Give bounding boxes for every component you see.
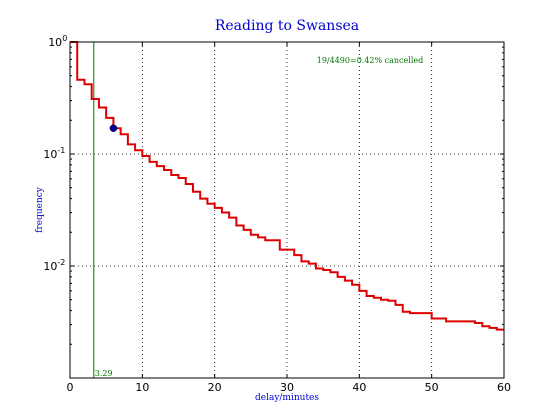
data-point [445,320,447,323]
data-point [127,143,129,145]
data-point [344,280,346,282]
x-tick-label: 10 [135,381,149,394]
data-point [156,165,158,167]
chart-title: Reading to Swansea [215,18,359,34]
data-point [496,329,498,331]
data-point [163,169,165,171]
data-point [431,317,433,320]
data-point [474,322,476,324]
data-point [206,203,209,205]
data-point [380,299,382,301]
series-line [70,41,504,331]
data-point [235,224,237,227]
data-point [438,317,440,320]
data-point [351,284,353,286]
data-point [329,271,331,273]
y-tick-label-exponent: -2 [57,258,65,267]
data-point [264,239,266,241]
threshold-label: 3.29 [95,369,113,378]
data-point [358,290,360,292]
data-point [387,300,389,302]
highlight-marker [109,124,118,132]
data-point [365,295,368,297]
data-point [98,106,100,109]
x-tick-label: 20 [208,381,222,394]
data-point [185,183,187,185]
data-point [337,276,339,278]
data-point [409,312,411,314]
data-point [250,234,252,236]
data-point [423,312,426,314]
x-tick-label: 30 [280,381,294,394]
data-point [120,133,122,135]
data-point [134,149,136,151]
x-tick-label: 0 [67,381,74,394]
data-point [394,304,397,306]
y-tick-label-base: 10 [48,36,62,49]
data-point [467,320,469,323]
data-point [243,229,245,231]
series-group [69,41,504,331]
data-point [416,312,418,314]
data-point [192,191,194,193]
data-point [177,177,180,179]
data-point [141,155,143,157]
x-axis-label: delay/minutes [255,393,319,403]
data-point [257,236,259,239]
data-point [221,211,223,214]
data-point [315,267,317,270]
x-tick-label: 60 [497,381,511,394]
data-point [452,320,454,323]
y-tick-label-exponent: 0 [62,34,67,43]
data-point [271,239,274,241]
y-tick-label-base: 10 [43,148,57,161]
x-tick-label: 50 [425,381,439,394]
data-point [91,98,93,100]
data-point [488,327,491,329]
data-point [105,117,107,119]
data-point [373,297,375,299]
data-point [214,207,216,209]
y-tick-label-exponent: -1 [57,146,65,155]
cancelled-annotation: 19/4490=0.42% cancelled [317,56,423,65]
data-point [83,83,86,85]
data-point [199,197,201,200]
data-point [402,311,404,313]
data-point [322,269,324,271]
data-point [170,174,172,176]
data-point [308,263,310,265]
data-point [279,249,281,251]
data-point [481,325,483,327]
data-point [148,161,151,163]
data-point [228,217,230,219]
data-point [286,249,288,251]
y-tick-label-base: 10 [43,260,57,273]
data-point [300,260,303,262]
data-point [76,79,78,81]
x-tick-label: 40 [352,381,366,394]
data-point [293,254,295,256]
data-point [460,320,462,323]
plot-frame [69,41,505,379]
y-axis-label: frequency [35,186,45,233]
